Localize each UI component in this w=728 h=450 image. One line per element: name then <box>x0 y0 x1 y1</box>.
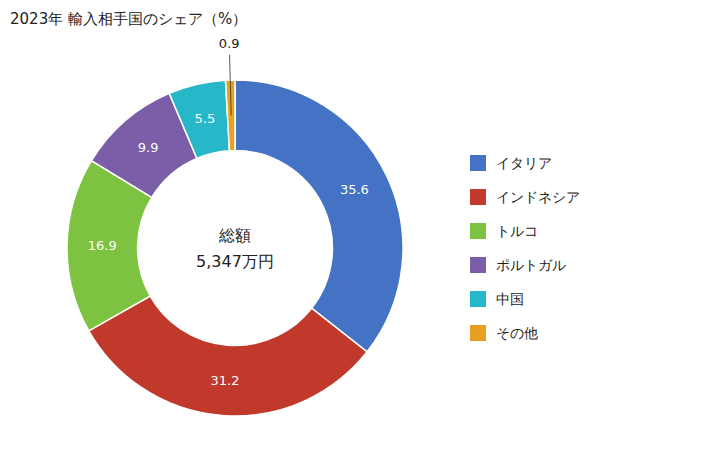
slices <box>67 80 403 416</box>
data-label: 16.9 <box>88 238 117 253</box>
data-label: 31.2 <box>211 373 240 388</box>
data-label: 5.5 <box>194 111 215 126</box>
legend-swatch <box>470 155 486 171</box>
legend-swatch <box>470 189 486 205</box>
legend-swatch <box>470 223 486 239</box>
legend-label: トルコ <box>496 223 538 239</box>
center-label: 5,347万円 <box>196 252 274 271</box>
legend: イタリアインドネシアトルコポルトガル中国その他 <box>470 155 580 341</box>
data-label: 0.9 <box>219 36 240 51</box>
legend-swatch <box>470 257 486 273</box>
legend-label: インドネシア <box>496 189 580 205</box>
center-label: 総額 <box>218 226 251 245</box>
chart-container: 2023年 輸入相手国のシェア（%） 35.6 31.2 16.9 9.9 5.5 0.9 総… <box>0 0 728 450</box>
data-labels: 35.6 31.2 16.9 9.9 5.5 0.9 <box>88 36 369 388</box>
data-label: 9.9 <box>138 140 159 155</box>
chart-svg: 2023年 輸入相手国のシェア（%） 35.6 31.2 16.9 9.9 5.5 0.9 総… <box>0 0 728 450</box>
legend-label: ポルトガル <box>496 257 566 273</box>
label-leader <box>230 55 232 115</box>
slice <box>89 296 367 416</box>
slice <box>169 80 229 158</box>
slice <box>235 80 403 352</box>
title: 2023年 輸入相手国のシェア（%） <box>10 10 247 28</box>
legend-swatch <box>470 291 486 307</box>
legend-label: その他 <box>496 325 538 341</box>
legend-label: 中国 <box>496 291 524 307</box>
data-label: 35.6 <box>340 182 369 197</box>
legend-label: イタリア <box>496 155 552 171</box>
legend-swatch <box>470 325 486 341</box>
